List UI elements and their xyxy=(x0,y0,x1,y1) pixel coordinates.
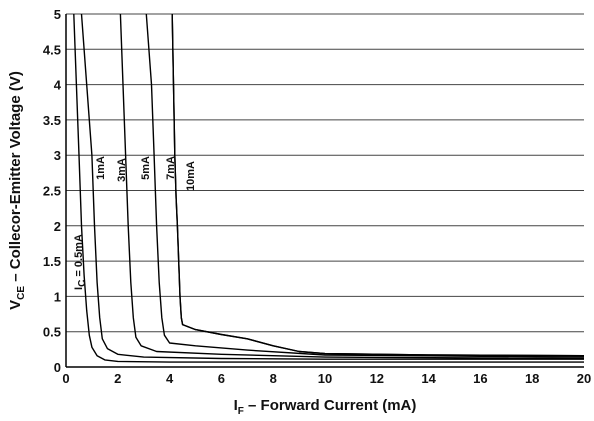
series-line-5 xyxy=(171,13,585,357)
x-tick-label: 10 xyxy=(318,371,332,386)
series-line-2 xyxy=(119,13,585,360)
y-tick-label: 5 xyxy=(54,7,61,22)
series-line-3 xyxy=(145,13,585,358)
series-line-1 xyxy=(80,13,584,360)
grid-lines xyxy=(66,13,584,333)
series-label-5: 10mA xyxy=(185,161,197,191)
series-line-0 xyxy=(73,13,584,363)
y-tick-label: 3 xyxy=(54,148,61,163)
x-tick-label: 0 xyxy=(62,371,69,386)
x-tick-label: 18 xyxy=(525,371,539,386)
x-tick-label: 14 xyxy=(421,371,436,386)
x-tick-labels: 0 2 4 6 8 10 12 14 16 18 20 xyxy=(62,371,591,386)
series-label-0: IC = 0.5mA xyxy=(73,234,88,290)
y-tick-label: 4 xyxy=(54,78,62,93)
x-tick-label: 8 xyxy=(270,371,277,386)
x-tick-label: 20 xyxy=(577,371,591,386)
y-tick-label: 0 xyxy=(54,360,61,375)
y-tick-label: 1.5 xyxy=(43,254,61,269)
y-tick-labels: 0 0.5 1 1.5 2 2.5 3 3.5 4 4.5 5 xyxy=(43,7,62,375)
x-axis-title: IF – Forward Current (mA) xyxy=(234,397,417,417)
x-tick-label: 12 xyxy=(370,371,384,386)
series-lines xyxy=(73,13,585,363)
series-labels: IC = 0.5mA 1mA 3mA 5mA 7mA 10mA xyxy=(73,156,197,290)
series-label-3: 5mA xyxy=(140,156,152,180)
y-tick-label: 3.5 xyxy=(43,113,61,128)
series-label-1: 1mA xyxy=(95,156,107,180)
x-tick-label: 2 xyxy=(114,371,121,386)
y-axis-title: VCE – Collecor-Emitter Voltage (V) xyxy=(7,71,27,310)
y-tick-label: 2 xyxy=(54,219,61,234)
series-label-4: 7mA xyxy=(165,156,177,180)
x-tick-label: 6 xyxy=(218,371,225,386)
x-tick-label: 4 xyxy=(166,371,174,386)
y-tick-label: 0.5 xyxy=(43,325,61,340)
y-tick-label: 4.5 xyxy=(43,42,61,57)
series-label-2: 3mA xyxy=(116,158,128,182)
y-tick-label: 1 xyxy=(54,289,61,304)
axes xyxy=(65,14,584,368)
y-tick-label: 2.5 xyxy=(43,184,61,199)
x-tick-label: 16 xyxy=(473,371,487,386)
